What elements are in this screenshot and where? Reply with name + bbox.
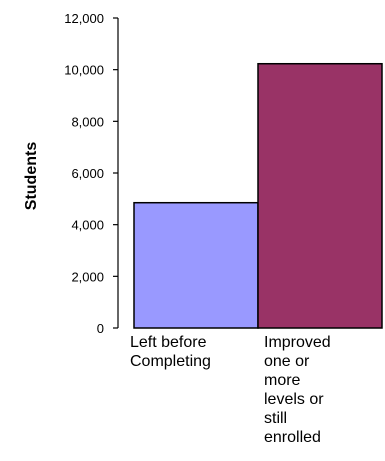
x-category-label: Improved one or more levels or still enrolled: [264, 334, 331, 446]
y-tick-label: 0: [97, 321, 104, 336]
x-labels-group: Left before Completing Improved one or more l…: [130, 334, 331, 446]
y-tick-label: 12,000: [64, 11, 104, 26]
y-axis-label: Students: [23, 142, 40, 211]
y-tick-label: 2,000: [71, 269, 104, 284]
x-category-label-line: still: [264, 410, 287, 427]
bars-group: [133, 62, 383, 329]
x-category-label-line: one or: [264, 353, 310, 370]
y-tick-label: 8,000: [71, 114, 104, 129]
y-ticks-group: 0 2,000 4,000 6,000 8,000 10,000 12,000: [64, 11, 118, 336]
y-tick-label: 4,000: [71, 218, 104, 233]
x-category-label-line: Left before: [130, 334, 207, 351]
y-tick-label: 6,000: [71, 166, 104, 181]
x-category-label-line: Completing: [130, 353, 211, 370]
bar-2: [257, 62, 383, 329]
bar-1: [133, 201, 259, 329]
x-category-label-line: levels or: [264, 391, 324, 408]
x-category-label: Left before Completing: [130, 334, 211, 370]
y-tick-label: 10,000: [64, 63, 104, 78]
x-category-label-line: enrolled: [264, 429, 321, 446]
x-category-label-line: Improved: [264, 334, 331, 351]
x-category-label-line: more: [264, 372, 301, 389]
